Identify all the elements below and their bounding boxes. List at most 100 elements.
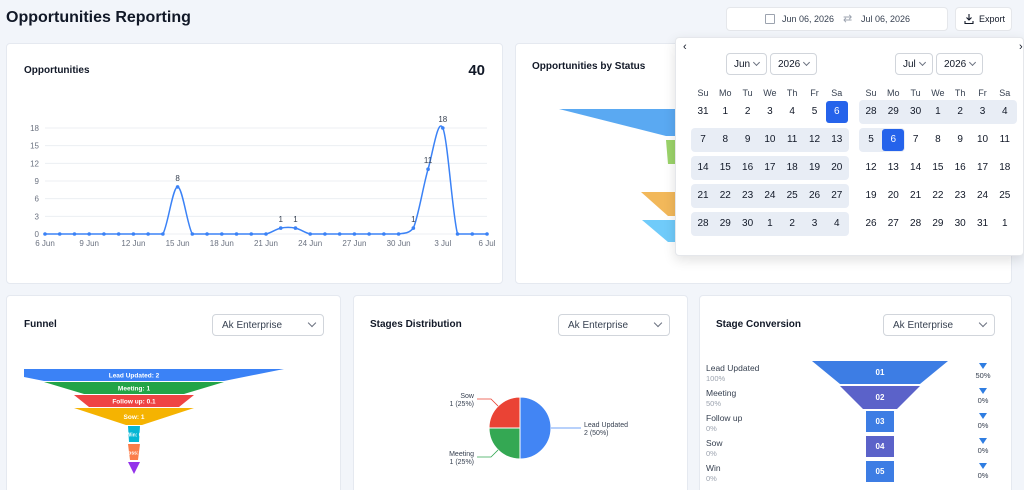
calendar-day[interactable]: 27: [831, 190, 843, 201]
calendar-day[interactable]: 28: [910, 218, 922, 229]
calendar-day[interactable]: 6: [825, 101, 848, 123]
calendar-day[interactable]: 23: [954, 190, 966, 201]
calendar-day[interactable]: 10: [976, 134, 989, 145]
calendar-day[interactable]: 17: [976, 162, 989, 173]
calendar-day[interactable]: 5: [811, 106, 818, 117]
calendar-day[interactable]: 14: [910, 162, 922, 173]
end-date[interactable]: Jul 06, 2026: [861, 14, 911, 24]
calendar-day[interactable]: 29: [887, 106, 899, 117]
calendar-day[interactable]: 4: [1002, 106, 1008, 117]
calendar-day[interactable]: 25: [786, 190, 798, 201]
calendar-day[interactable]: 1: [767, 218, 773, 229]
calendar-icon: [765, 14, 775, 24]
chevron-down-icon: [968, 58, 977, 67]
calendar-day[interactable]: 16: [742, 162, 754, 173]
prev-month-button[interactable]: ‹: [683, 41, 687, 53]
calendar-day[interactable]: 5: [868, 134, 874, 145]
calendar-day[interactable]: 30: [954, 218, 966, 229]
calendar-day[interactable]: 15: [719, 162, 731, 173]
calendar-day[interactable]: 26: [865, 218, 877, 229]
arrow-down-icon: [979, 413, 987, 419]
calendar-day[interactable]: 18: [786, 162, 798, 173]
opportunities-count: 40: [468, 62, 485, 79]
calendar-day[interactable]: 27: [887, 218, 899, 229]
calendar-day[interactable]: 3: [811, 218, 818, 229]
calendar-day[interactable]: 8: [722, 134, 729, 145]
funnel-company-select[interactable]: Ak Enterprise: [212, 314, 324, 336]
conversion-company-select[interactable]: Ak Enterprise: [883, 314, 995, 336]
right-year-select[interactable]: 2026: [936, 53, 983, 75]
card-title: Stages Distribution: [370, 319, 462, 330]
calendar-day[interactable]: 24: [976, 190, 989, 201]
calendar-day[interactable]: 2: [744, 106, 751, 117]
calendar-day[interactable]: 24: [764, 190, 776, 201]
calendar-day[interactable]: 7: [912, 134, 919, 145]
calendar-day[interactable]: 10: [764, 134, 776, 145]
calendar-day[interactable]: 7: [700, 134, 706, 145]
start-date[interactable]: Jun 06, 2026: [782, 14, 835, 24]
weekday-label: Su: [697, 88, 709, 98]
range-highlight: [859, 100, 1017, 124]
calendar-day[interactable]: 18: [999, 162, 1011, 173]
x-tick-label: 24 Jun: [298, 239, 322, 248]
calendar-day[interactable]: 4: [789, 106, 795, 117]
left-month-select[interactable]: Jun: [726, 53, 767, 75]
next-month-button[interactable]: ›: [1019, 41, 1023, 53]
calendar-day[interactable]: 13: [831, 134, 843, 145]
calendar-day[interactable]: 11: [786, 134, 798, 145]
calendar-day[interactable]: 12: [808, 134, 821, 145]
data-point: [485, 232, 489, 236]
calendar-day[interactable]: 22: [932, 190, 944, 201]
calendar-day[interactable]: 3: [979, 106, 986, 117]
calendar-day[interactable]: 2: [957, 106, 963, 117]
calendar-day[interactable]: 1: [1002, 218, 1008, 229]
calendar-day[interactable]: 31: [697, 106, 709, 117]
calendar-day[interactable]: 26: [808, 190, 821, 201]
calendar-day[interactable]: 23: [742, 190, 754, 201]
calendar-day[interactable]: 2: [789, 218, 795, 229]
calendar-day[interactable]: 19: [808, 162, 821, 173]
calendar-day[interactable]: 9: [744, 134, 751, 145]
calendar-day[interactable]: 28: [865, 106, 877, 117]
weekday-label: Mo: [887, 88, 900, 98]
calendar-day[interactable]: 25: [999, 190, 1011, 201]
pie-label: Meeting: [449, 451, 474, 458]
calendar-day[interactable]: 11: [999, 134, 1010, 145]
calendar-day[interactable]: 16: [954, 162, 966, 173]
calendar-day[interactable]: 12: [865, 162, 877, 173]
calendar-day[interactable]: 30: [910, 106, 922, 117]
calendar-day[interactable]: 21: [697, 190, 709, 201]
date-range-calendar: ‹ › Jun 2026 Jul 2026 Su Mo Tu We Th Fr Sa 31 1 2…: [675, 37, 1024, 256]
calendar-day[interactable]: 13: [887, 162, 899, 173]
calendar-day[interactable]: 6: [882, 129, 905, 151]
calendar-day[interactable]: 31: [976, 218, 989, 229]
data-label: 1: [411, 215, 416, 224]
calendar-day[interactable]: 22: [719, 190, 731, 201]
y-tick-label: 9: [35, 177, 40, 186]
export-button[interactable]: Export: [955, 7, 1012, 31]
calendar-day[interactable]: 1: [935, 106, 941, 117]
calendar-day[interactable]: 21: [910, 190, 922, 201]
calendar-day[interactable]: 3: [767, 106, 773, 117]
calendar-day[interactable]: 14: [697, 162, 709, 173]
calendar-day[interactable]: 20: [831, 162, 843, 173]
calendar-day[interactable]: 20: [887, 190, 899, 201]
calendar-day[interactable]: 19: [865, 190, 877, 201]
calendar-day[interactable]: 15: [932, 162, 944, 173]
right-month-select[interactable]: Jul: [895, 53, 933, 75]
date-range-picker[interactable]: Jun 06, 2026 ⇄ Jul 06, 2026: [726, 7, 948, 31]
left-year-select[interactable]: 2026: [770, 53, 817, 75]
stage-number: 04: [876, 442, 885, 451]
calendar-day[interactable]: 1: [722, 106, 729, 117]
distribution-company-select[interactable]: Ak Enterprise: [558, 314, 670, 336]
calendar-day[interactable]: 17: [764, 162, 776, 173]
calendar-day[interactable]: 29: [719, 218, 731, 229]
calendar-day[interactable]: 28: [697, 218, 709, 229]
y-tick-label: 0: [35, 230, 40, 239]
calendar-day[interactable]: 30: [742, 218, 754, 229]
data-point: [205, 232, 209, 236]
calendar-day[interactable]: 4: [834, 218, 840, 229]
calendar-day[interactable]: 8: [935, 134, 941, 145]
calendar-day[interactable]: 9: [957, 134, 963, 145]
calendar-day[interactable]: 29: [932, 218, 944, 229]
